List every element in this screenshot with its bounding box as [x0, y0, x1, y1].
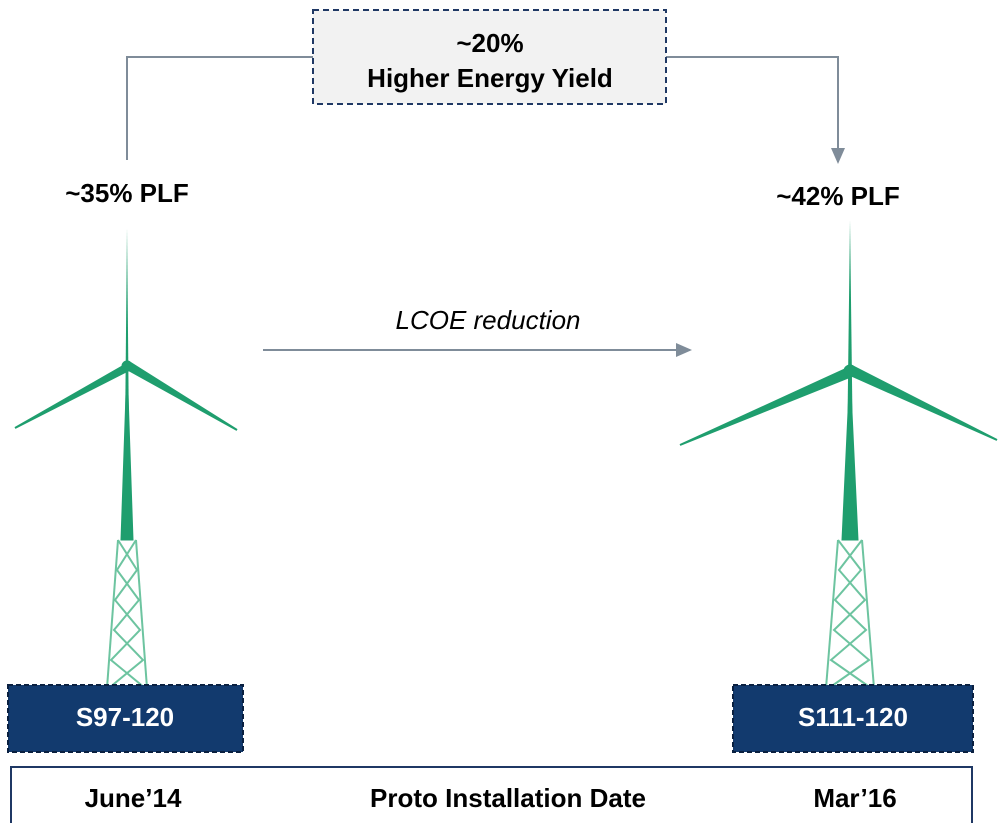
- left-model: S97-120: [76, 702, 174, 732]
- lcoe-label: LCOE reduction: [396, 305, 581, 335]
- right-date: Mar’16: [813, 783, 896, 813]
- diagram: ~20% Higher Energy Yield ~35% PLF ~42% P…: [0, 0, 999, 823]
- right-model: S111-120: [798, 702, 908, 732]
- yield-value: ~20%: [456, 28, 523, 58]
- connector-arrow: [666, 57, 838, 162]
- left-date: June’14: [85, 783, 182, 813]
- right-plf: ~42% PLF: [776, 181, 900, 211]
- left-turbine: [15, 228, 237, 688]
- yield-label: Higher Energy Yield: [367, 63, 613, 93]
- connector: [127, 57, 313, 160]
- footer-label: Proto Installation Date: [370, 783, 646, 813]
- right-turbine: [680, 220, 997, 688]
- left-plf: ~35% PLF: [65, 178, 189, 208]
